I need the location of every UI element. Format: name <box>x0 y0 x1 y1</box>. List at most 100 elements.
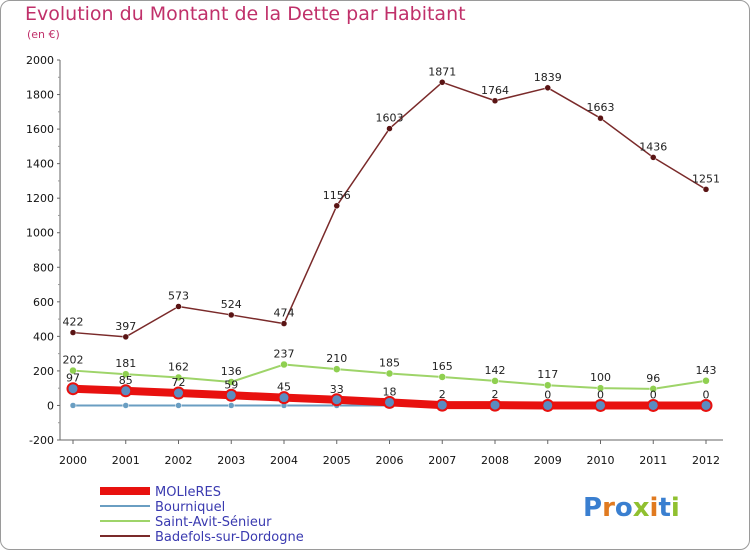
data-label: 181 <box>115 357 136 370</box>
legend-label: Badefols-sur-Dordogne <box>155 530 304 545</box>
data-point <box>175 303 182 310</box>
data-label: 573 <box>168 289 189 302</box>
data-point <box>122 402 129 409</box>
x-tick-label: 2008 <box>481 454 509 467</box>
data-label: 1436 <box>639 140 667 153</box>
data-label: 0 <box>597 388 604 401</box>
data-label: 0 <box>650 388 657 401</box>
data-label: 45 <box>277 381 291 394</box>
data-point <box>699 398 713 412</box>
y-tick-label: 200 <box>33 365 54 378</box>
data-point <box>227 378 235 386</box>
data-point <box>228 402 235 409</box>
data-label: 1839 <box>534 71 562 84</box>
data-point <box>544 84 551 92</box>
data-label: 143 <box>696 364 717 377</box>
data-label: 136 <box>221 365 242 378</box>
y-tick-label: 1200 <box>26 192 54 205</box>
y-tick-label: 600 <box>33 296 54 309</box>
data-label: 237 <box>274 348 295 361</box>
data-label: 2 <box>439 388 446 401</box>
y-tick-label: 2000 <box>26 54 54 67</box>
data-point <box>596 384 605 392</box>
data-point <box>541 398 555 412</box>
y-tick-label: 0 <box>47 399 54 412</box>
data-label: 1663 <box>587 101 615 114</box>
data-label: 162 <box>168 360 189 373</box>
data-point <box>702 377 710 385</box>
data-point <box>122 333 129 341</box>
data-point <box>491 377 499 385</box>
data-point <box>385 369 394 378</box>
data-point <box>597 114 604 122</box>
data-point <box>491 97 499 105</box>
x-tick-label: 2012 <box>692 454 720 467</box>
data-label: 97 <box>66 372 80 385</box>
x-tick-label: 2004 <box>270 454 298 467</box>
data-point <box>277 391 291 405</box>
data-point <box>280 360 288 369</box>
legend-label: MOLIeRES <box>155 485 221 500</box>
x-tick-label: 2002 <box>165 454 193 467</box>
data-point <box>594 398 607 412</box>
data-label: 96 <box>646 372 660 385</box>
data-point <box>228 311 235 319</box>
data-label: 1603 <box>376 112 404 125</box>
data-point <box>69 366 77 375</box>
data-point <box>224 388 238 402</box>
x-tick-label: 2003 <box>217 454 245 467</box>
data-point <box>438 373 446 381</box>
x-tick-label: 2005 <box>323 454 351 467</box>
data-label: 1251 <box>692 172 720 185</box>
y-tick-label: 1600 <box>26 123 54 136</box>
data-label: 33 <box>330 383 344 396</box>
y-tick-label: -200 <box>29 434 54 447</box>
data-label: 100 <box>590 371 611 384</box>
data-point <box>386 125 393 132</box>
data-point <box>649 385 657 393</box>
x-tick-label: 2010 <box>587 454 615 467</box>
data-point <box>66 382 80 396</box>
data-label: 524 <box>221 298 242 311</box>
data-point <box>435 398 449 412</box>
x-tick-label: 2000 <box>59 454 87 467</box>
data-point <box>488 398 502 412</box>
data-point <box>646 398 660 412</box>
data-point <box>383 395 396 409</box>
proxiti-logo: Proxiti <box>583 493 680 523</box>
data-label: 1871 <box>428 65 456 78</box>
chart-title: Evolution du Montant de la Dette par Hab… <box>25 3 466 25</box>
legend-label: Bourniquel <box>155 500 225 515</box>
data-label: 202 <box>63 354 84 367</box>
x-tick-label: 2007 <box>428 454 456 467</box>
x-tick-label: 2011 <box>639 454 667 467</box>
x-tick-label: 2001 <box>112 454 140 467</box>
data-point <box>174 373 183 382</box>
data-point <box>122 370 130 378</box>
data-point <box>69 402 77 409</box>
data-label: 85 <box>119 374 133 387</box>
y-tick-label: 800 <box>33 261 54 274</box>
data-label: 117 <box>537 368 558 381</box>
data-label: 0 <box>703 388 710 401</box>
y-tick-label: 1000 <box>26 227 54 240</box>
data-label: 59 <box>224 378 238 391</box>
data-label: 72 <box>172 376 186 389</box>
y-tick-label: 1400 <box>26 158 54 171</box>
y-tick-label: 400 <box>33 330 54 343</box>
data-label: 142 <box>485 364 506 377</box>
data-point <box>175 402 182 409</box>
data-point <box>333 365 341 373</box>
x-tick-label: 2006 <box>376 454 404 467</box>
data-point <box>333 202 340 210</box>
data-label: 2 <box>492 388 499 401</box>
data-point <box>544 381 552 389</box>
chart-subtitle: (en €) <box>27 28 60 41</box>
y-tick-label: 1800 <box>26 89 54 102</box>
data-point <box>172 386 185 400</box>
data-label: 397 <box>115 320 136 333</box>
data-label: 165 <box>432 360 453 373</box>
data-label: 185 <box>379 357 400 370</box>
